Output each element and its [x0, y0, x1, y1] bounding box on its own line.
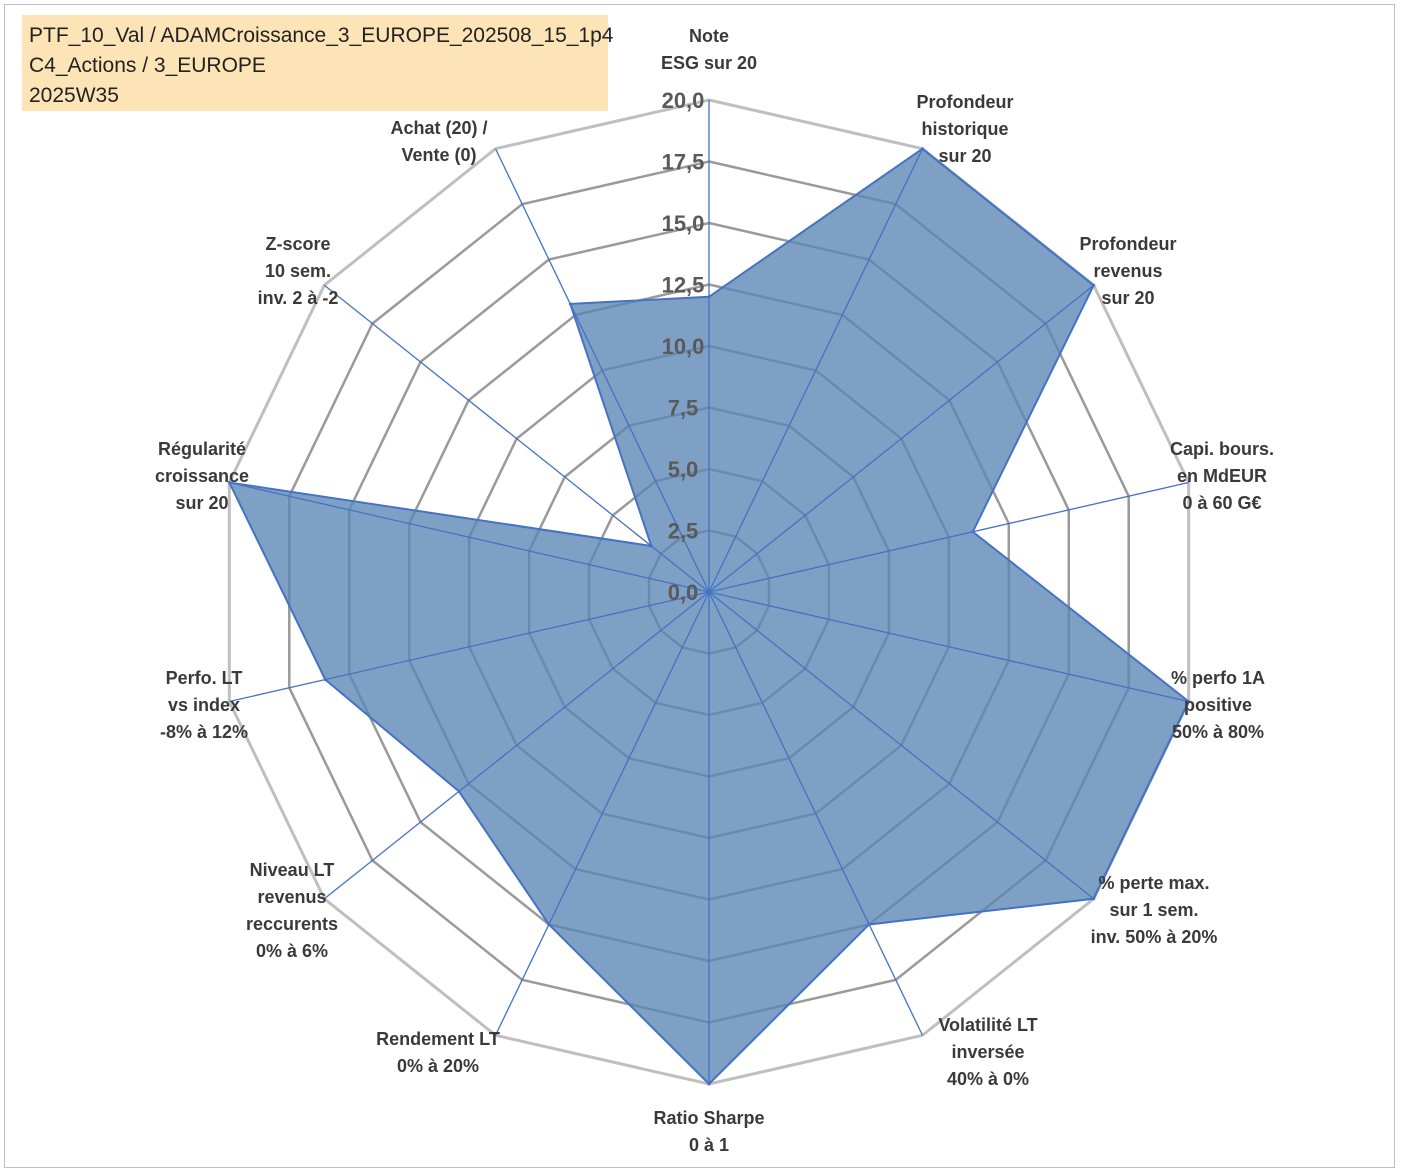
tick-label-8: 20,0	[662, 88, 705, 113]
axis-label-11-line-2: sur 20	[175, 493, 228, 513]
axis-labels: Note ESG sur 20 Profondeur historique sur 20…	[155, 26, 1274, 1155]
axis-label-12: Z-score 10 sem. inv. 2 à -2	[258, 234, 339, 308]
axis-label-3-line-0: Capi. bours.	[1170, 439, 1274, 459]
header-portfolio-line: PTF_10_Val / ADAMCroissance_3_EUROPE_202…	[29, 24, 614, 47]
tick-label-6: 15,0	[662, 211, 705, 236]
axis-label-2: Profondeur revenus sur 20	[1080, 234, 1177, 308]
axis-label-10-line-2: -8% à 12%	[160, 722, 248, 742]
spoke-2	[708, 284, 1095, 593]
header-week-line: 2025W35	[29, 84, 119, 107]
axis-label-11-line-0: Régularité	[158, 439, 246, 459]
axis-label-6-line-1: inversée	[951, 1042, 1024, 1062]
axis-label-13-line-1: Achat (20) /	[390, 118, 487, 138]
radial-tick-labels: 0,0 2,5 5,0 7,5 10,0 12,5 15,0 17,5 20,0	[662, 88, 705, 605]
axis-label-0-line-1: ESG sur 20	[661, 53, 757, 73]
spoke-11	[229, 481, 710, 593]
spoke-8	[494, 591, 710, 1036]
axis-label-9: Niveau LT revenus reccurents 0% à 6%	[246, 860, 338, 961]
axis-label-10-line-0: Perfo. LT	[166, 668, 243, 688]
axis-label-9-line-0: Niveau LT	[250, 860, 335, 880]
axis-label-4: % perfo 1A positive 50% à 80%	[1171, 668, 1265, 742]
axis-label-5-line-2: inv. 50% à 20%	[1091, 927, 1218, 947]
tick-label-4: 10,0	[662, 334, 705, 359]
axis-label-2-line-1: revenus	[1093, 261, 1162, 281]
axis-label-6: Volatilité LT inversée 40% à 0%	[938, 1015, 1037, 1089]
tick-label-3: 7,5	[668, 396, 699, 421]
axis-label-1-line-0: Profondeur	[917, 92, 1014, 112]
axis-label-13-line-2: Vente (0)	[401, 145, 476, 165]
axis-label-2-line-2: sur 20	[1101, 288, 1154, 308]
axis-label-8-line-1: 0% à 20%	[397, 1056, 479, 1076]
spoke-4	[708, 591, 1189, 703]
axis-label-1-line-1: historique	[921, 119, 1008, 139]
axis-label-12-line-1: 10 sem.	[265, 261, 331, 281]
axis-label-2-line-0: Profondeur	[1080, 234, 1177, 254]
axis-label-12-line-0: Z-score	[265, 234, 330, 254]
tick-label-2: 5,0	[668, 457, 699, 482]
axis-label-0-line-0: Note	[689, 26, 729, 46]
axis-label-5-line-1: sur 1 sem.	[1109, 900, 1198, 920]
axis-label-0: Note ESG sur 20	[661, 26, 757, 73]
axis-label-3-line-2: 0 à 60 G€	[1182, 493, 1261, 513]
spoke-9	[323, 591, 710, 900]
spoke-3	[708, 481, 1189, 593]
spoke-13	[494, 148, 710, 593]
tick-label-1: 2,5	[668, 519, 699, 544]
axis-label-9-line-3: 0% à 6%	[256, 941, 328, 961]
axis-label-7-line-0: Ratio Sharpe	[653, 1108, 764, 1128]
axis-label-1-line-2: sur 20	[938, 146, 991, 166]
tick-label-5: 12,5	[662, 273, 705, 298]
header-category-line: C4_Actions / 3_EUROPE	[29, 54, 266, 77]
spoke-1	[708, 148, 924, 593]
axis-label-4-line-2: 50% à 80%	[1172, 722, 1264, 742]
axis-label-6-line-2: 40% à 0%	[947, 1069, 1029, 1089]
axis-label-10: Perfo. LT vs index -8% à 12%	[160, 668, 248, 742]
spoke-6	[708, 591, 924, 1036]
chart-frame	[4, 4, 1395, 1168]
axis-label-10-line-1: vs index	[168, 695, 240, 715]
axis-label-4-line-0: % perfo 1A	[1171, 668, 1265, 688]
axis-label-5: % perte max. sur 1 sem. inv. 50% à 20%	[1091, 873, 1218, 947]
spoke-10	[229, 591, 710, 703]
axis-label-3-line-1: en MdEUR	[1177, 466, 1267, 486]
axis-label-8-line-0: Rendement LT	[376, 1029, 500, 1049]
axis-label-4-line-1: positive	[1184, 695, 1252, 715]
spoke-5	[708, 591, 1095, 900]
spoke-12	[323, 284, 710, 593]
axis-label-5-line-0: % perte max.	[1098, 873, 1209, 893]
axis-label-6-line-0: Volatilité LT	[938, 1015, 1037, 1035]
axis-label-3: Capi. bours. en MdEUR 0 à 60 G€	[1170, 439, 1274, 513]
chart-header-box: PTF_10_Val / ADAMCroissance_3_EUROPE_202…	[22, 15, 614, 111]
axis-label-8: Rendement LT 0% à 20%	[376, 1029, 500, 1076]
axis-label-9-line-2: reccurents	[246, 914, 338, 934]
axis-label-7: Ratio Sharpe 0 à 1	[653, 1108, 764, 1155]
axis-label-11-line-1: croissance	[155, 466, 249, 486]
axis-label-9-line-1: revenus	[257, 887, 326, 907]
axis-label-7-line-1: 0 à 1	[689, 1135, 729, 1155]
axis-label-11: Régularité croissance sur 20	[155, 439, 249, 513]
axis-label-1: Profondeur historique sur 20	[917, 92, 1014, 166]
axis-label-12-line-2: inv. 2 à -2	[258, 288, 339, 308]
radar-spokes	[229, 100, 1189, 1084]
tick-label-0: 0,0	[668, 580, 699, 605]
tick-label-7: 17,5	[662, 150, 705, 175]
